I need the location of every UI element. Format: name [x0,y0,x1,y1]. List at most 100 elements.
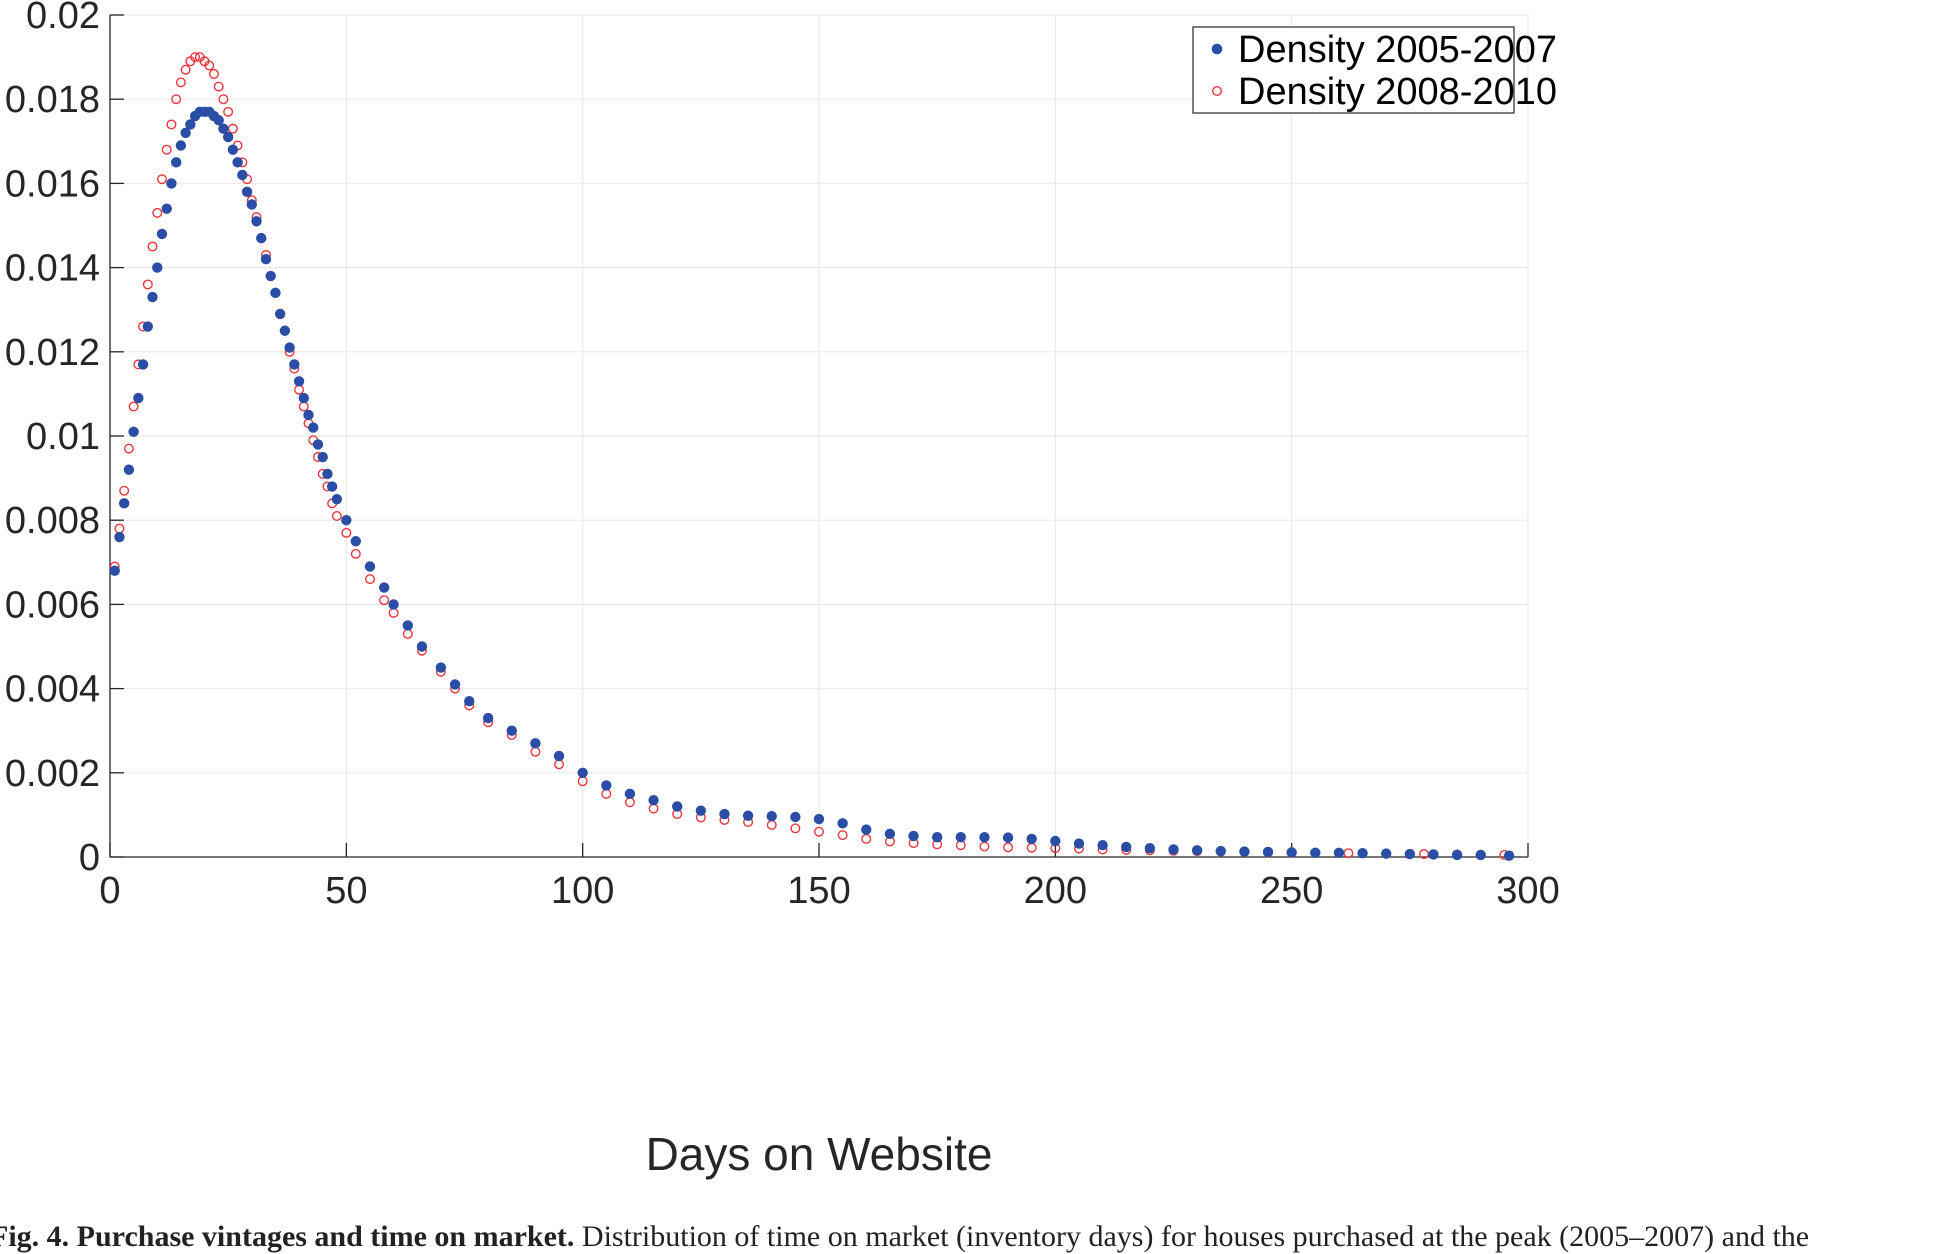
point-density-2005-2007 [1310,847,1321,858]
point-density-2008-2010 [128,401,139,412]
point-density-2008-2010 [180,64,191,75]
point-density-2005-2007 [152,262,163,273]
point-density-2005-2007 [449,679,461,690]
point-density-2008-2010 [837,830,848,841]
point-density-2005-2007 [128,426,139,437]
point-density-2005-2007 [118,498,130,509]
point-density-2005-2007 [317,451,328,463]
point-density-2005-2007 [402,620,413,631]
figure-caption-title: Fig. 4. Purchase vintages and time on ma… [0,1220,575,1253]
point-density-2005-2007 [308,422,319,433]
y-tick-label: 0.02 [26,0,100,37]
point-density-2005-2007 [289,359,300,370]
x-tick-label: 50 [325,870,367,912]
point-density-2008-2010 [171,94,182,105]
point-density-2005-2007 [274,308,286,320]
point-density-2005-2007 [931,832,943,843]
x-tick-label: 250 [1260,870,1323,912]
x-axis-label: Days on Website [646,1128,993,1180]
point-density-2005-2007 [265,270,276,282]
point-density-2008-2010 [161,144,172,155]
point-density-2005-2007 [464,696,475,707]
legend-label-density-2008-2010: Density 2008-2010 [1238,71,1557,113]
point-density-2005-2007 [378,582,390,593]
point-density-2008-2010 [979,841,990,852]
point-density-2008-2010 [1003,842,1014,853]
point-density-2005-2007 [350,536,361,547]
y-tick-label: 0.008 [5,500,100,542]
point-density-2005-2007 [237,169,248,181]
point-density-2008-2010 [624,797,635,808]
point-density-2005-2007 [246,199,258,210]
point-density-2005-2007 [133,392,144,404]
y-tick-label: 0.018 [5,79,100,121]
y-tick-label: 0.004 [5,669,100,711]
point-density-2008-2010 [190,52,201,63]
point-density-2008-2010 [204,60,215,71]
point-density-2005-2007 [955,832,967,843]
point-density-2005-2007 [180,127,191,139]
point-density-2008-2010 [218,94,229,105]
point-density-2005-2007 [884,828,896,840]
point-density-2005-2007 [322,468,333,480]
point-density-2005-2007 [416,641,428,652]
point-density-2005-2007 [161,203,172,214]
point-density-2005-2007 [298,392,309,404]
x-tick-labels: 0 50 100 150 200 250 300 [99,870,1559,912]
point-density-2008-2010 [294,384,305,395]
point-density-2005-2007 [813,813,825,825]
point-density-2008-2010 [388,607,399,618]
legend-marker-density-2008-2010 [1211,85,1222,96]
point-density-2008-2010 [402,628,413,639]
point-density-2005-2007 [1191,845,1203,856]
point-density-2005-2007 [293,376,305,387]
point-density-2008-2010 [142,279,153,290]
point-density-2005-2007 [979,832,990,843]
point-density-2005-2007 [601,780,612,791]
point-density-2008-2010 [152,207,163,218]
point-density-2005-2007 [218,123,229,134]
point-density-2005-2007 [790,811,801,823]
figure-caption-text: Distribution of time on market (inventor… [574,1220,1810,1253]
legend-box [1192,26,1515,114]
point-density-2008-2010 [223,106,234,117]
point-density-2005-2007 [213,115,224,126]
y-tick-labels: 0 0.002 0.004 0.006 0.008 0.01 0.012 0.014 0.016… [5,0,100,879]
y-tick-label: 0.012 [5,332,100,374]
point-density-2005-2007 [256,232,267,244]
y-tick-label: 0.01 [26,416,100,458]
point-density-2005-2007 [1026,833,1037,845]
x-tick-label: 200 [1024,870,1087,912]
point-density-2005-2007 [279,325,291,336]
point-density-2005-2007 [1404,848,1416,860]
point-density-2005-2007 [435,662,447,673]
point-density-2005-2007 [553,750,565,762]
x-tick-label: 150 [787,870,850,912]
point-density-2008-2010 [364,574,375,585]
point-density-2005-2007 [506,725,517,736]
point-density-2008-2010 [554,759,565,770]
point-density-2008-2010 [601,788,612,799]
legend-marker-density-2005-2007 [1211,43,1223,55]
point-density-2008-2010 [119,485,130,496]
point-density-2005-2007 [530,738,541,749]
point-density-2005-2007 [388,599,399,610]
point-density-2005-2007 [241,186,253,198]
point-density-2005-2007 [326,481,338,492]
point-density-2005-2007 [341,515,352,526]
point-density-2005-2007 [1002,832,1014,843]
y-tick-label: 0.016 [5,163,100,205]
point-density-2005-2007 [1050,835,1061,847]
point-density-2005-2007 [695,805,707,816]
point-density-2005-2007 [364,561,376,572]
x-tick-label: 0 [99,870,120,912]
point-density-2005-2007 [284,342,295,353]
point-density-2005-2007 [766,810,777,822]
point-density-2005-2007 [1503,850,1515,861]
point-density-2008-2010 [790,823,801,834]
point-density-2008-2010 [114,523,125,534]
point-density-2008-2010 [861,833,872,844]
point-density-2008-2010 [156,174,167,185]
point-density-2005-2007 [114,531,125,543]
point-density-2008-2010 [208,68,219,79]
